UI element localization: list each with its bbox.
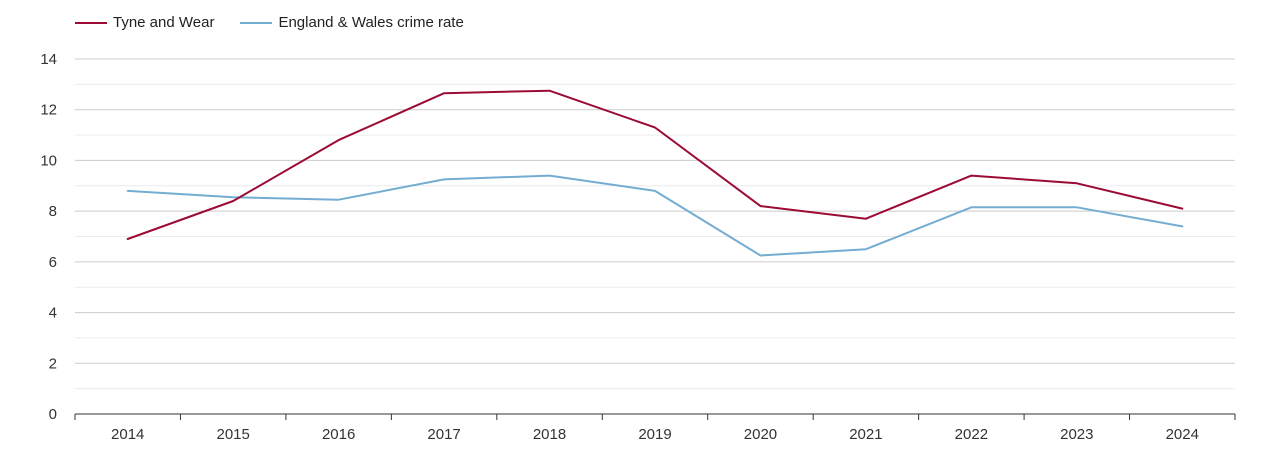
x-tick-label: 2022 <box>955 426 988 443</box>
x-tick-label: 2023 <box>1060 426 1093 443</box>
y-tick-label: 8 <box>49 203 57 220</box>
legend-swatch-tyne-and-wear <box>75 21 107 24</box>
x-tick-label: 2014 <box>111 426 144 443</box>
y-tick-label: 4 <box>49 305 57 322</box>
grid-layer <box>75 58 1235 390</box>
legend-label-england-wales: England & Wales crime rate <box>278 14 464 31</box>
x-tick-label: 2016 <box>322 426 355 443</box>
series-layer <box>126 89 1184 257</box>
y-tick-label: 2 <box>49 355 57 372</box>
x-tick-label: 2021 <box>849 426 882 443</box>
x-tick-label: 2024 <box>1166 426 1199 443</box>
legend: Tyne and Wear England & Wales crime rate <box>75 14 490 31</box>
x-tick-label: 2015 <box>216 426 249 443</box>
legend-label-tyne-and-wear: Tyne and Wear <box>113 14 215 31</box>
x-tick-label: 2018 <box>533 426 566 443</box>
y-tick-label: 12 <box>40 102 57 119</box>
x-tick-label: 2017 <box>427 426 460 443</box>
x-tick-label: 2020 <box>744 426 777 443</box>
axis-layer: 0 2 4 6 8 10 12 14 2014 2015 2016 2017 2018 2019 2020 2… <box>40 51 1236 443</box>
legend-item-england-wales[interactable]: England & Wales crime rate <box>240 14 464 31</box>
series-line-tyne-and-wear[interactable] <box>126 89 1184 240</box>
x-tick-label: 2019 <box>638 426 671 443</box>
y-tick-label: 10 <box>40 152 57 169</box>
series-line-england-wales-crime-rate[interactable] <box>126 174 1184 257</box>
y-tick-label: 6 <box>49 254 57 271</box>
y-tick-label: 14 <box>40 51 57 68</box>
y-tick-label: 0 <box>49 406 57 423</box>
legend-swatch-england-wales <box>240 21 273 24</box>
legend-item-tyne-and-wear[interactable]: Tyne and Wear <box>75 14 214 31</box>
